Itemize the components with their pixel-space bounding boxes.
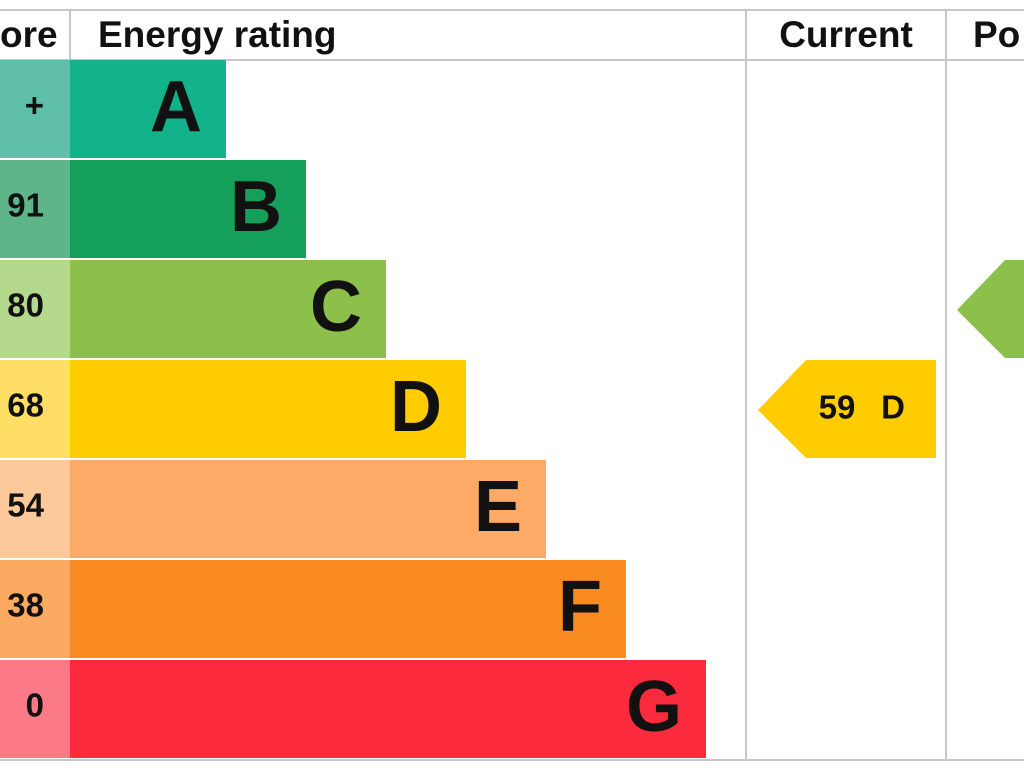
rating-letter: G xyxy=(626,667,682,747)
score-cell xyxy=(0,560,70,658)
potential-arrow xyxy=(957,260,1024,358)
current-arrow xyxy=(758,360,936,458)
current-letter: D xyxy=(881,389,905,426)
score-label: 80 xyxy=(7,287,44,324)
score-label: 91 xyxy=(7,187,44,224)
score-cell xyxy=(0,160,70,258)
rating-bar xyxy=(70,360,466,458)
score-label: + xyxy=(25,87,44,124)
potential-header: Po xyxy=(973,14,1020,55)
rating-bar xyxy=(70,160,306,258)
score-cell xyxy=(0,60,70,158)
score-cell xyxy=(0,460,70,558)
current-score: 59 xyxy=(819,389,856,426)
rating-letter: E xyxy=(474,467,522,547)
rating-letter: D xyxy=(390,367,442,447)
rating-bar xyxy=(70,560,626,658)
rating-rows: + A 91 B 80 C 68 D 54 E 38 F 0 G xyxy=(0,60,706,758)
rating-bar xyxy=(70,460,546,558)
score-label: 38 xyxy=(7,587,44,624)
score-cell xyxy=(0,260,70,358)
rating-letter: C xyxy=(310,267,362,347)
score-label: 54 xyxy=(7,487,44,524)
rating-letter: B xyxy=(230,167,282,247)
current-header: Current xyxy=(779,14,913,55)
score-header: ore xyxy=(0,14,58,55)
rating-bar xyxy=(70,60,226,158)
rating-letter: A xyxy=(150,67,202,147)
score-cell xyxy=(0,360,70,458)
score-cell xyxy=(0,660,70,758)
score-label: 0 xyxy=(26,687,44,724)
rating-letter: F xyxy=(558,567,602,647)
rating-header: Energy rating xyxy=(98,14,337,55)
rating-bar xyxy=(70,660,706,758)
score-label: 68 xyxy=(7,387,44,424)
rating-bar xyxy=(70,260,386,358)
